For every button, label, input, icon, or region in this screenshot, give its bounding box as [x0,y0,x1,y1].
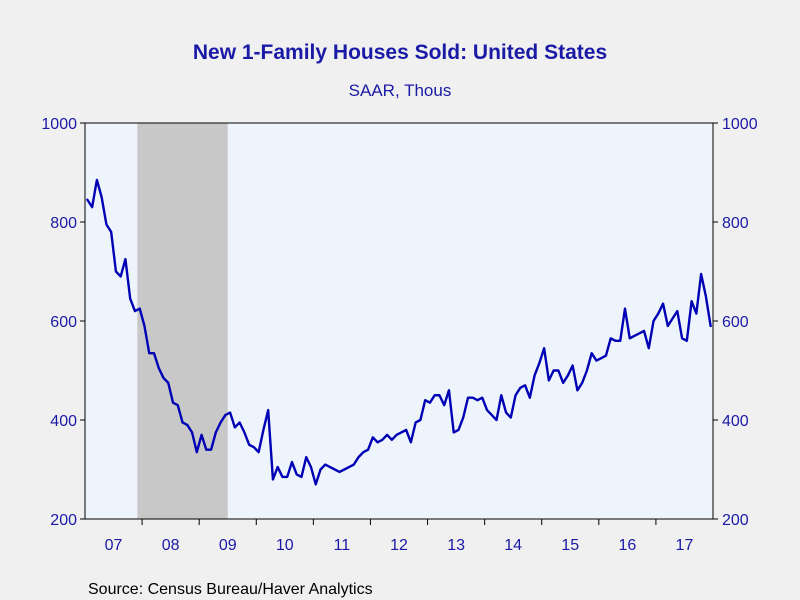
x-year-label: 12 [390,537,408,554]
series-layer [86,178,712,486]
chart-title: New 1-Family Houses Sold: United States [193,41,607,64]
y-tick-label-left: 600 [50,314,77,331]
x-year-label: 13 [447,537,465,554]
series-line [86,178,712,486]
x-year-label: 17 [676,537,694,554]
x-year-label: 07 [105,537,123,554]
y-tick-label-right: 600 [722,314,749,331]
x-axis: 07 08 09 10 11 12 13 14 15 16 17 [105,519,694,554]
y-tick-label-right: 800 [722,215,749,232]
x-year-label: 08 [162,537,180,554]
y-tick-label-right: 200 [722,512,749,529]
chart-subtitle: SAAR, Thous [349,81,452,100]
x-year-label: 16 [618,537,636,554]
x-year-label: 15 [561,537,579,554]
x-year-label: 14 [504,537,522,554]
y-tick-label-right: 1000 [722,116,758,133]
y-tick-label-left: 1000 [41,116,77,133]
x-year-label: 10 [276,537,294,554]
recession-band [137,123,228,519]
x-year-label: 09 [219,537,237,554]
x-year-label: 11 [334,537,351,554]
y-axis-left: 200 400 600 800 1000 [41,116,85,529]
source-note: Source: Census Bureau/Haver Analytics [88,581,373,598]
y-tick-label-left: 200 [50,512,77,529]
recession-shading-layer [137,123,228,519]
y-tick-label-left: 800 [50,215,77,232]
y-tick-label-left: 400 [50,413,77,430]
y-tick-label-right: 400 [722,413,749,430]
plot-area [84,122,714,520]
y-axis-right: 200 400 600 800 1000 [713,116,758,529]
